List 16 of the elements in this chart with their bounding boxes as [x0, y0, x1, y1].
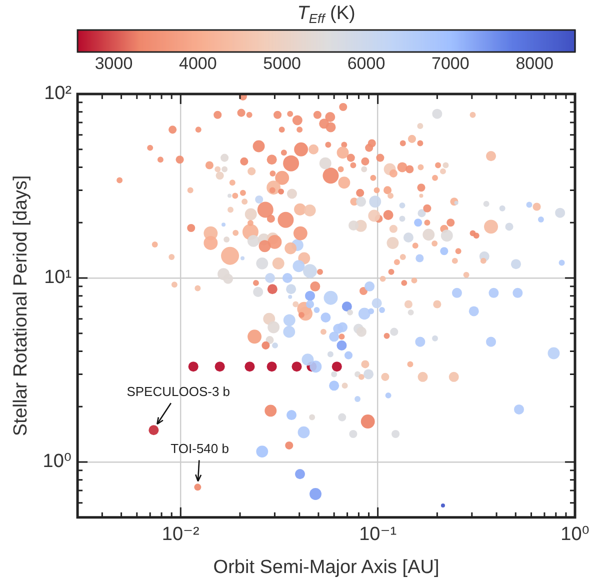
y-tick-label: 10²	[44, 83, 72, 104]
x-tick-label: 10⁻²	[162, 524, 200, 546]
x-tick-label: 10⁻¹	[359, 524, 397, 546]
x-axis-title: Orbit Semi-Major Axis [AU]	[213, 556, 440, 578]
color-bar-label: 6000	[347, 54, 386, 74]
color-bar-label: 5000	[263, 54, 301, 74]
annotation: TOI-540 b	[170, 441, 229, 456]
color-bar-label: 3000	[94, 54, 133, 74]
x-tick-label: 10⁰	[560, 524, 590, 546]
y-axis-title: Stellar Rotational Period [days]	[10, 175, 32, 436]
color-bar-label: 8000	[516, 54, 554, 74]
color-bar-label: 7000	[432, 54, 470, 74]
annotation: SPECULOOS-3 b	[126, 384, 230, 400]
color-bar-label: 4000	[179, 54, 217, 74]
y-tick-label: 10⁰	[42, 451, 72, 472]
y-tick-label: 10¹	[44, 267, 72, 288]
